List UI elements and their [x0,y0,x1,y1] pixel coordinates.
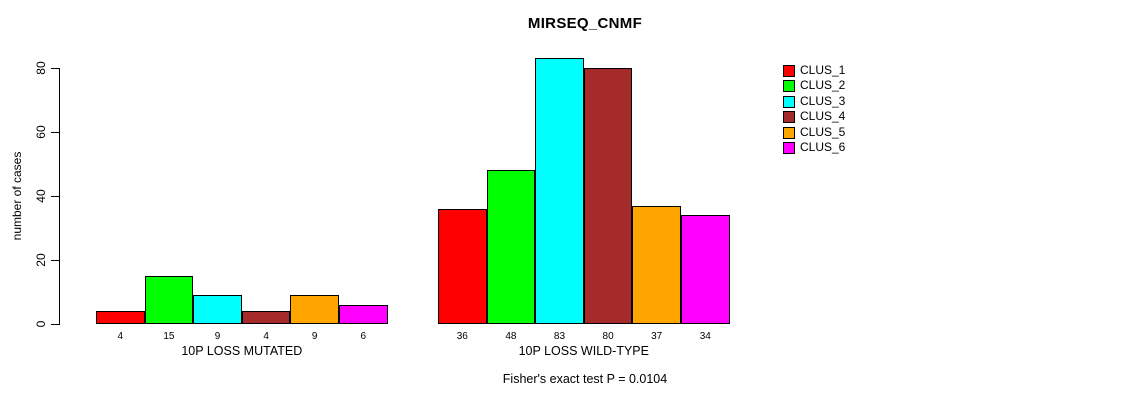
y-tick-label: 60 [34,125,48,139]
bar [632,205,681,324]
y-tick [51,68,59,69]
legend-swatch [783,65,795,77]
chart-title: MIRSEQ_CNMF [527,15,643,32]
bar [438,208,487,324]
bar-value-label: 34 [699,331,711,342]
y-axis-label: number of cases [10,151,24,241]
y-tick [51,260,59,261]
y-tick-label: 40 [34,189,48,203]
bar [193,295,242,324]
bar-value-label: 9 [214,331,221,342]
bar-value-label: 36 [456,331,468,342]
legend-swatch [783,126,795,139]
bar [144,276,194,324]
y-tick-label: 0 [34,320,48,328]
bar [486,170,536,324]
y-tick-label: 80 [34,61,48,75]
legend-label: CLUS_6 [800,140,846,154]
bar-value-label: 15 [163,331,175,342]
legend-label: CLUS_1 [800,63,846,77]
bar-value-label: 48 [505,331,517,342]
y-tick [51,196,59,197]
bar [241,311,291,324]
bar-value-label: 80 [602,331,614,342]
legend-label: CLUS_4 [800,109,846,124]
bar [583,68,633,324]
legend-swatch [783,95,795,108]
group-label: 10P LOSS MUTATED [181,344,303,358]
bar-value-label: 6 [360,331,367,342]
fisher-test-annotation: Fisher's exact test P = 0.0104 [502,372,668,386]
bar-value-label: 9 [311,331,318,342]
y-axis [59,68,60,325]
y-tick [51,324,59,325]
legend-label: CLUS_2 [800,78,846,93]
legend-label: CLUS_5 [800,124,846,139]
bar [681,215,730,324]
bar-value-label: 4 [263,331,269,342]
legend-swatch [783,111,795,124]
y-tick [51,132,59,133]
bar [96,311,145,324]
bar [339,304,388,324]
bar-value-label: 4 [117,331,124,342]
bar [290,295,339,324]
legend-swatch [783,80,795,93]
bar-value-label: 83 [553,331,566,342]
legend-swatch [783,142,795,154]
bar [535,58,584,324]
bar-value-label: 37 [651,331,663,342]
group-label: 10P LOSS WILD-TYPE [518,344,649,358]
legend-label: CLUS_3 [800,93,846,108]
y-tick-label: 20 [34,253,48,267]
